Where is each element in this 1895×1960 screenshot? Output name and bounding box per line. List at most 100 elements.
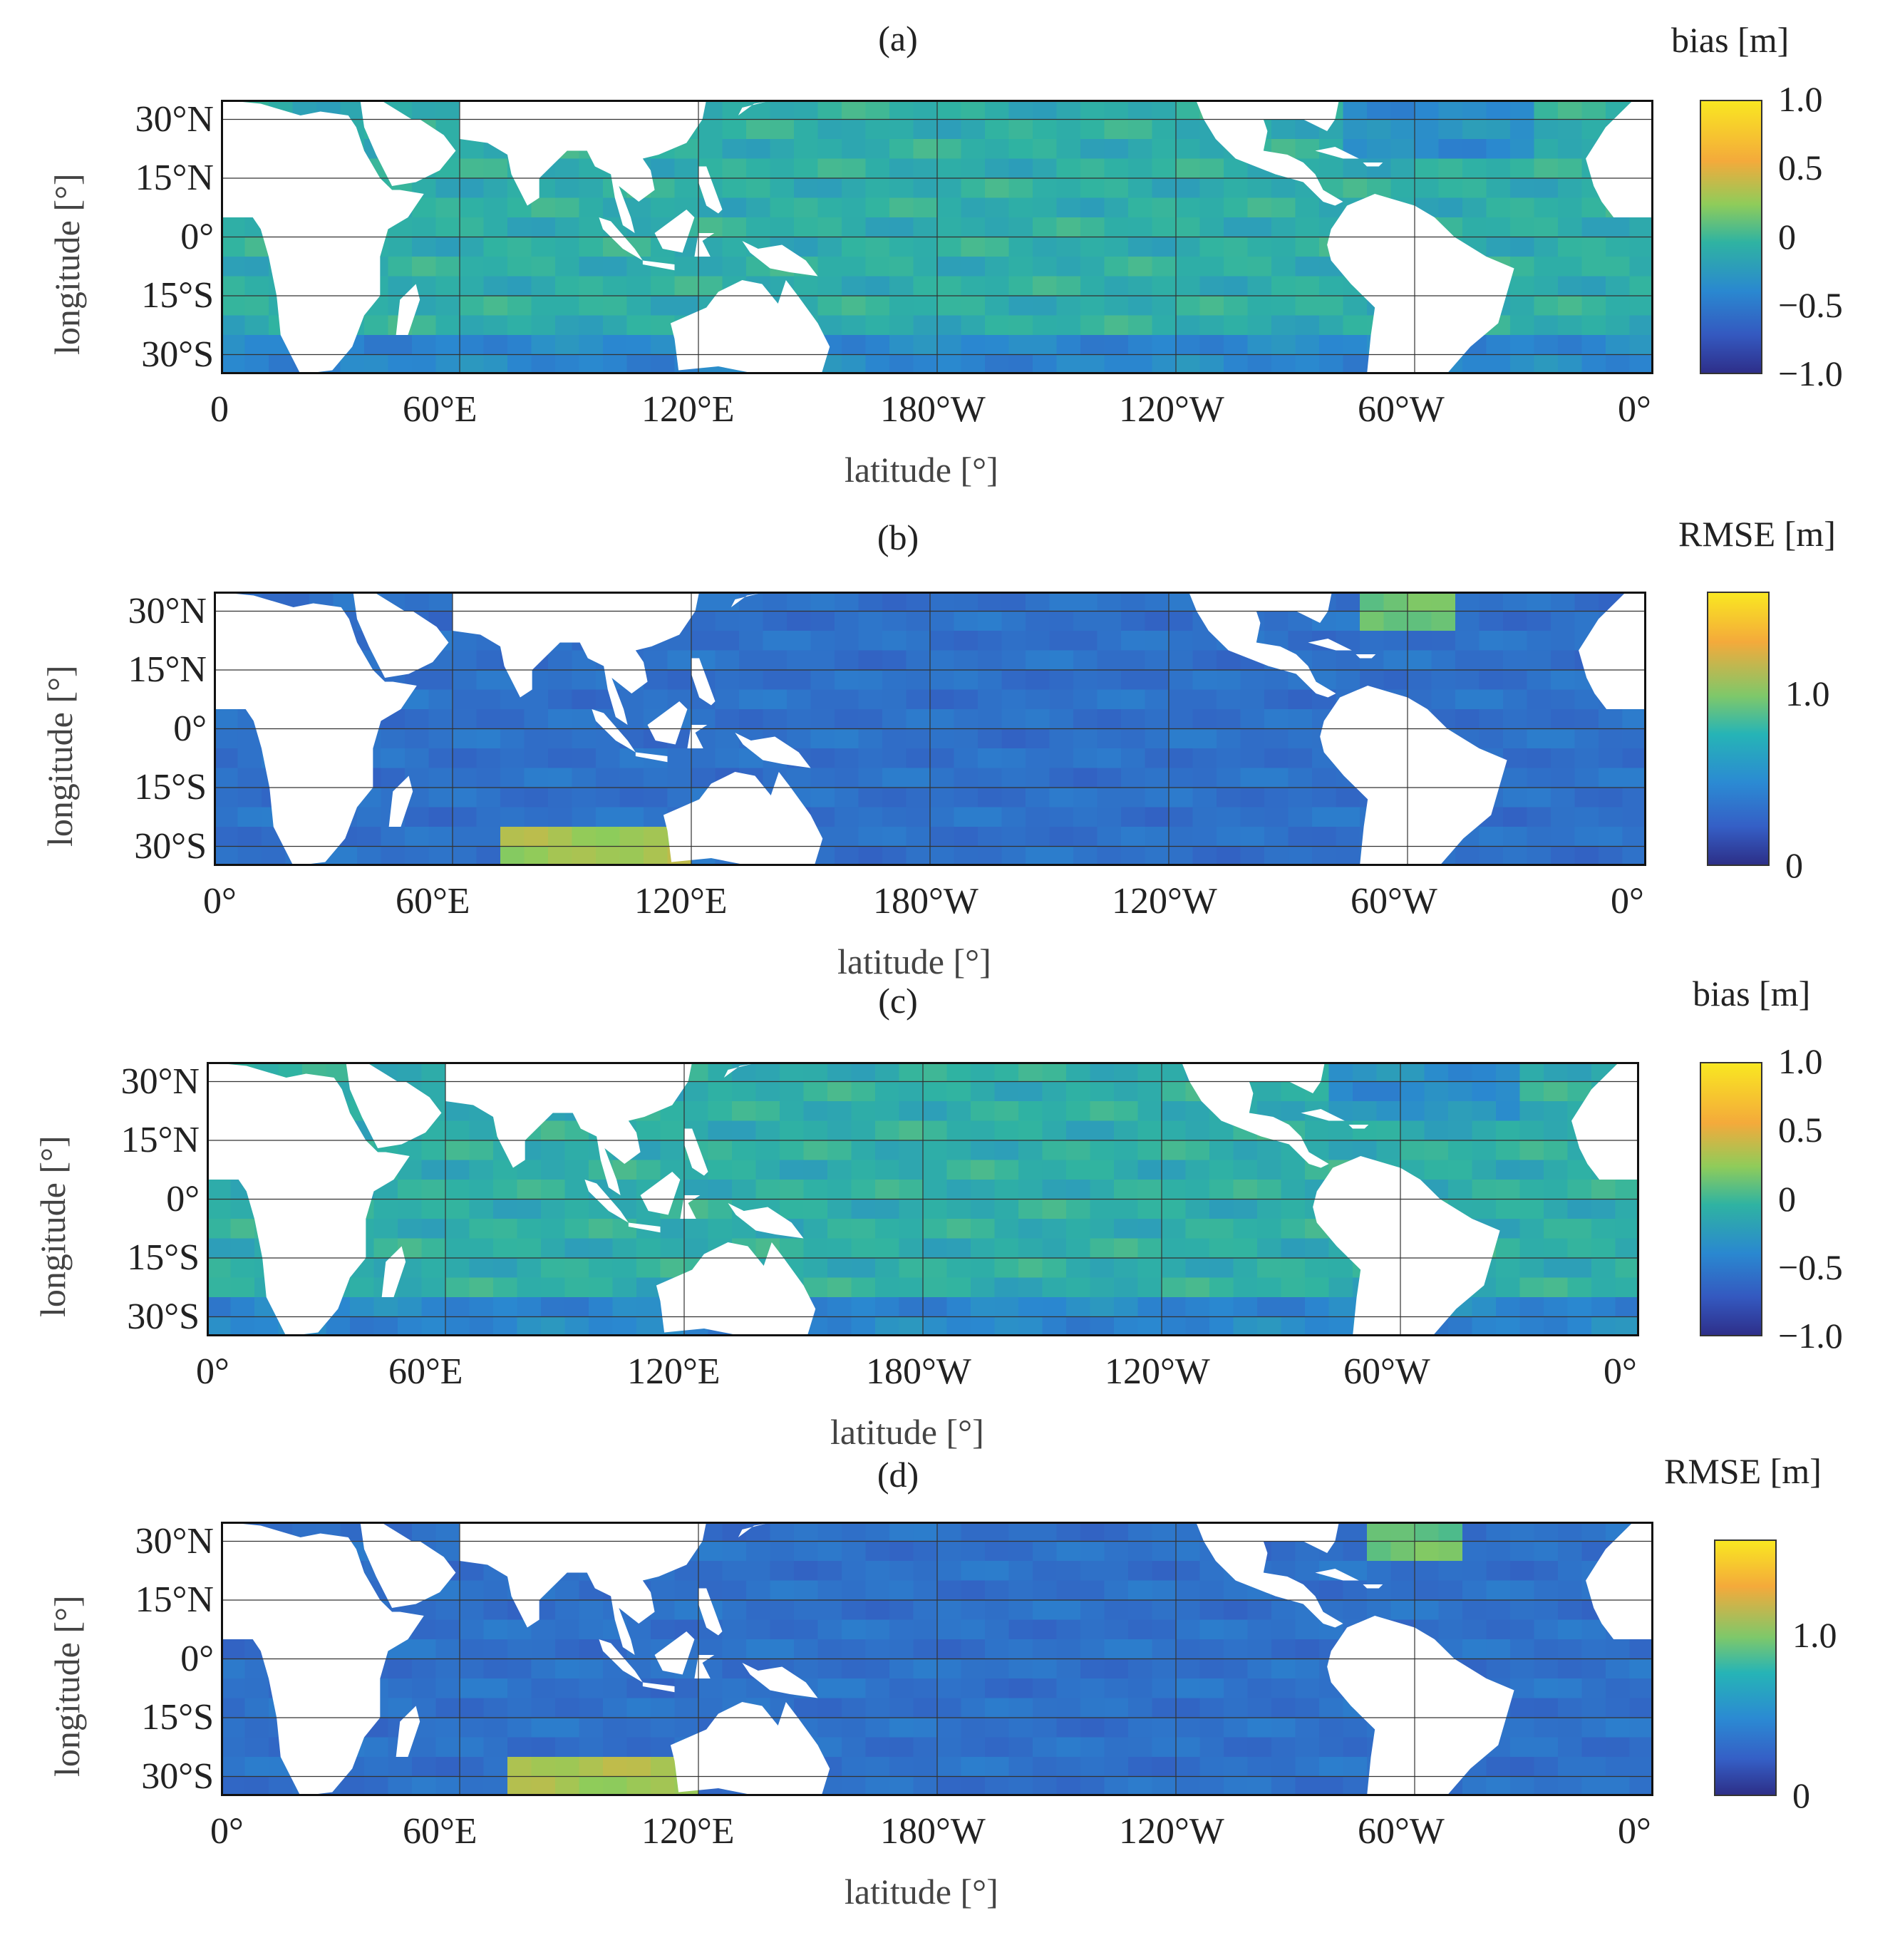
heatmap-cell: [1185, 1199, 1210, 1219]
heatmap-cell: [1534, 1659, 1559, 1679]
heatmap-cell: [708, 1219, 733, 1239]
heatmap-cell: [1581, 257, 1606, 277]
heatmap-cell: [421, 1180, 446, 1200]
heatmap-cell: [865, 1737, 890, 1758]
heatmap-cell: [1271, 237, 1296, 257]
heatmap-cell: [1257, 1238, 1282, 1259]
heatmap-cell: [882, 689, 907, 710]
heatmap-cell: [961, 335, 986, 356]
heatmap-cell: [1162, 1081, 1187, 1102]
heatmap-cell: [1049, 689, 1074, 710]
heatmap-cell: [651, 1737, 676, 1758]
heatmap-cell: [1510, 1659, 1535, 1679]
heatmap-cell: [994, 1277, 1019, 1298]
heatmap-cell: [875, 1101, 900, 1122]
heatmap-cell: [1257, 1160, 1282, 1180]
heatmap-cell: [1462, 354, 1487, 374]
colorbar-title: RMSE [m]: [1664, 1451, 1822, 1491]
heatmap-cell: [1104, 139, 1129, 160]
colorbar-tick-label: 0.5: [1778, 1110, 1823, 1150]
heatmap-cell: [1145, 592, 1169, 612]
heatmap-cell: [851, 1277, 876, 1298]
heatmap-cell: [946, 1180, 971, 1200]
heatmap-cell: [961, 1776, 986, 1796]
heatmap-cell: [1581, 1659, 1606, 1679]
heatmap-cell: [541, 1297, 566, 1318]
heatmap-cell: [357, 846, 382, 866]
heatmap-cell: [1367, 1522, 1392, 1542]
heatmap-cell: [412, 1639, 437, 1660]
heatmap-cell: [1606, 257, 1631, 277]
heatmap-cell: [1288, 728, 1313, 749]
heatmap-cell: [865, 1678, 890, 1699]
heatmap-cell: [1056, 315, 1081, 336]
heatmap-cell: [882, 788, 907, 808]
heatmap-cell: [1574, 827, 1599, 847]
heatmap-cell: [755, 1160, 780, 1180]
y-tick-label: 15°S: [134, 767, 207, 808]
heatmap-cell: [1152, 1757, 1177, 1778]
heatmap-cell: [1472, 1180, 1497, 1200]
colorbar-tick-label: 1.0: [1778, 1041, 1823, 1081]
heatmap-cell: [1486, 1619, 1511, 1640]
heatmap-cell: [1056, 1639, 1081, 1660]
heatmap-cell: [644, 788, 668, 808]
heatmap-cell: [412, 1737, 437, 1758]
heatmap-cell: [412, 1522, 437, 1542]
heatmap-cell: [794, 1619, 819, 1640]
x-tick-label: 0°: [1618, 389, 1651, 430]
heatmap-cell: [531, 237, 556, 257]
landmass: [592, 709, 636, 753]
heatmap-cell: [1288, 631, 1313, 651]
heatmap-cell: [755, 1101, 780, 1122]
heatmap-cell: [1049, 670, 1074, 691]
colorbar-tick-label: 0: [1778, 1178, 1796, 1219]
heatmap-cell: [469, 1219, 494, 1239]
heatmap-cell: [1581, 1718, 1606, 1738]
heatmap-cell: [1424, 1160, 1449, 1180]
heatmap-cell: [937, 1678, 962, 1699]
heatmap-cell: [1018, 1277, 1043, 1298]
heatmap-cell: [674, 178, 699, 199]
heatmap-cell: [1581, 354, 1606, 374]
heatmap-cell: [524, 728, 549, 749]
heatmap-cell: [421, 1062, 446, 1083]
heatmap-cell: [1080, 1600, 1105, 1621]
heatmap-cell: [1033, 197, 1058, 218]
heatmap-cell: [1438, 1580, 1463, 1601]
y-axis-label: longitude [°]: [47, 1594, 87, 1777]
heatmap-cell: [1615, 1199, 1639, 1219]
heatmap-cell: [1152, 1561, 1177, 1582]
heatmap-cell: [1152, 257, 1177, 277]
heatmap-cell: [460, 1718, 485, 1738]
heatmap-cell: [500, 748, 525, 769]
heatmap-cell: [851, 1219, 876, 1239]
panel-label: (d): [877, 1455, 919, 1495]
heatmap-cell: [1008, 1678, 1033, 1699]
heatmap-cell: [1581, 100, 1606, 120]
heatmap-cell: [875, 1199, 900, 1219]
heatmap-cell: [1591, 1316, 1616, 1336]
heatmap-cell: [1073, 670, 1098, 691]
heatmap-cell: [1629, 354, 1653, 374]
heatmap-cell: [1622, 709, 1646, 730]
heatmap-cell: [1558, 354, 1583, 374]
heatmap-cell: [889, 100, 914, 120]
heatmap-cell: [1271, 119, 1296, 140]
heatmap-cell: [1558, 217, 1583, 238]
heatmap-cell: [1128, 354, 1153, 374]
heatmap-cell: [842, 1737, 867, 1758]
heatmap-cell: [1264, 768, 1289, 788]
heatmap-cell: [460, 1580, 485, 1601]
heatmap-cell: [603, 1737, 628, 1758]
heatmap-cell: [1606, 1737, 1631, 1758]
heatmap-cell: [493, 1199, 518, 1219]
heatmap-cell: [746, 139, 771, 160]
landmass: [735, 733, 811, 768]
heatmap-cell: [1519, 1316, 1544, 1336]
heatmap-cell: [651, 1718, 676, 1738]
heatmap-cell: [1510, 158, 1535, 179]
heatmap-cell: [858, 768, 883, 788]
heatmap-cell: [1486, 354, 1511, 374]
heatmap-cell: [906, 728, 931, 749]
